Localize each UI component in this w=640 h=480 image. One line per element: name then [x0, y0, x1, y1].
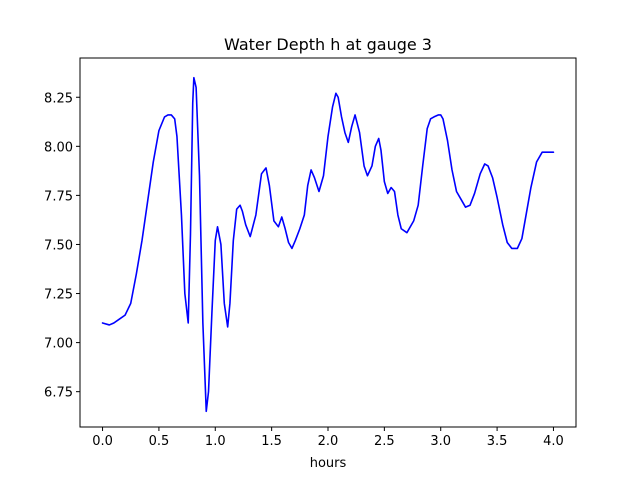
y-tick-label: 8.00 [44, 140, 73, 155]
x-tick-label: 1.0 [205, 434, 226, 449]
x-tick-label: 2.0 [318, 434, 339, 449]
y-tick-label: 7.50 [44, 238, 73, 253]
x-tick-label: 3.0 [430, 434, 451, 449]
x-tick-label: 0.5 [149, 434, 170, 449]
x-tick-label: 2.5 [374, 434, 395, 449]
plot-area: 0.0 0.5 1.0 1.5 2.0 2.5 3.0 3.5 4.0 6.75 7.00 7.25 7… [44, 57, 577, 449]
x-tick-label: 4.0 [543, 434, 564, 449]
series-line-0 [101, 76, 555, 413]
x-tick-label: 1.5 [261, 434, 282, 449]
y-tick-label: 7.00 [44, 337, 73, 352]
x-axis-label: hours [310, 456, 347, 471]
plot-frame [79, 57, 577, 428]
chart-title: Water Depth h at gauge 3 [224, 35, 432, 54]
y-tick-label: 6.75 [44, 386, 73, 401]
x-tick-label: 3.5 [487, 434, 508, 449]
y-tick-label: 7.75 [44, 189, 73, 204]
y-tick-label: 7.25 [44, 288, 73, 303]
y-tick-label: 8.25 [44, 91, 73, 106]
x-tick-label: 0.0 [92, 434, 113, 449]
